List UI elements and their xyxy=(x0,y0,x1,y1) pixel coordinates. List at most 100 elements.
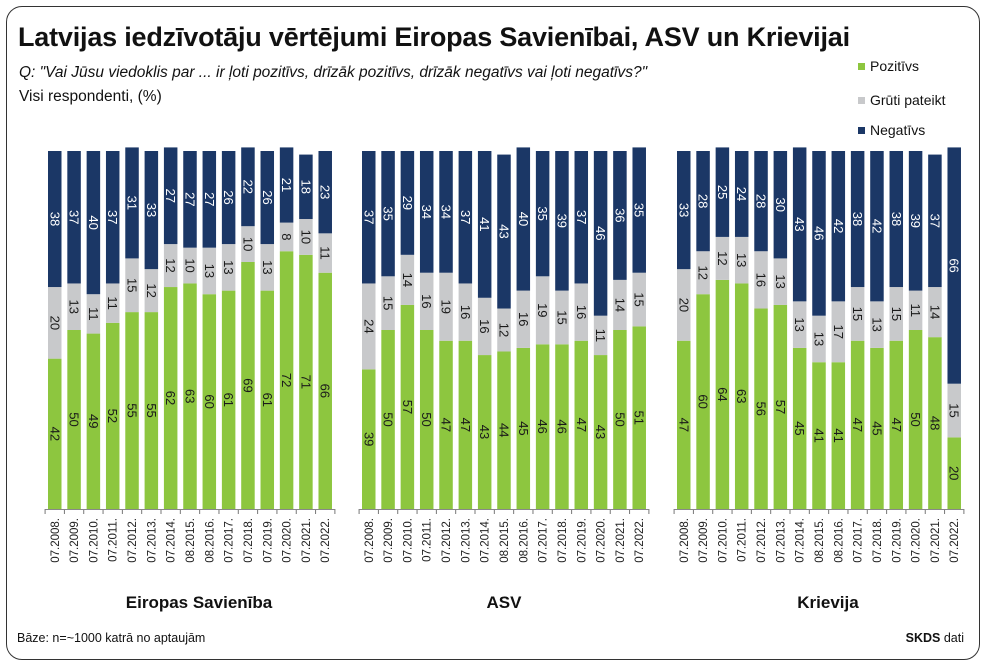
data-label-es-neutral: 10 xyxy=(298,230,313,244)
data-label-asv-negative: 37 xyxy=(458,210,473,224)
bar-segment-asv-negative xyxy=(497,154,511,309)
x-tick-label-es: 07.2012. xyxy=(127,518,139,563)
bar-segment-krievija-negative xyxy=(850,151,865,288)
bar-segment-asv-negative xyxy=(362,151,376,284)
data-label-es-negative: 40 xyxy=(86,215,101,229)
x-tick-label-es: 07.2010. xyxy=(88,518,100,563)
data-label-asv-negative: 40 xyxy=(516,212,531,226)
data-label-es-negative: 26 xyxy=(260,190,275,204)
bar-segment-es-negative xyxy=(67,151,81,284)
bar-segment-es-neutral xyxy=(144,269,159,313)
bar-segment-krievija-neutral xyxy=(792,301,807,348)
bar-segment-krievija-positive xyxy=(734,283,749,509)
data-label-asv-neutral: 19 xyxy=(535,303,550,317)
bar-segment-es-positive xyxy=(144,312,159,509)
x-tick-label-krievija: 07.2012. xyxy=(756,518,768,563)
x-tick-label-asv: 07.2013. xyxy=(460,518,472,563)
bar-segment-asv-negative xyxy=(574,151,589,284)
bar-segment-krievija-positive xyxy=(870,347,884,509)
x-tick-label-krievija: 07.2018. xyxy=(872,518,884,563)
data-label-asv-negative: 34 xyxy=(419,205,434,219)
data-label-es-neutral: 11 xyxy=(105,296,120,310)
x-tick-label-es: 07.2022. xyxy=(320,518,332,563)
bar-segment-es-negative xyxy=(260,151,275,245)
data-label-krievija-negative: 42 xyxy=(831,219,846,233)
data-label-es-negative: 31 xyxy=(125,196,140,210)
data-label-es-negative: 22 xyxy=(240,180,255,194)
data-label-asv-positive: 47 xyxy=(458,418,473,432)
data-label-asv-negative: 36 xyxy=(612,208,627,222)
x-tick-label-es: 07.2019. xyxy=(262,518,274,563)
bar-segment-krievija-neutral xyxy=(677,269,691,341)
bar-segment-krievija-positive xyxy=(677,340,691,509)
bar-segment-es-neutral xyxy=(105,283,120,323)
bar-segment-asv-negative xyxy=(535,151,550,277)
data-label-krievija-neutral: 15 xyxy=(850,307,865,321)
data-label-es-negative: 38 xyxy=(47,212,62,226)
x-tick-label-es: 07.2011. xyxy=(108,518,120,562)
legend-label-positive: Pozitīvs xyxy=(870,58,920,74)
data-label-asv-neutral: 24 xyxy=(361,319,376,333)
data-label-krievija-positive: 63 xyxy=(734,389,749,403)
data-label-asv-negative: 35 xyxy=(632,203,647,217)
data-label-asv-neutral: 19 xyxy=(439,299,454,313)
data-label-krievija-negative: 30 xyxy=(773,197,788,211)
data-label-asv-positive: 46 xyxy=(554,419,569,433)
legend-label-neutral: Grūti pateikt xyxy=(870,92,946,108)
data-label-asv-positive: 46 xyxy=(535,419,550,433)
data-label-krievija-negative: 39 xyxy=(908,214,923,228)
data-label-asv-neutral: 16 xyxy=(419,294,434,308)
bar-segment-krievija-negative xyxy=(831,151,846,302)
data-label-krievija-neutral: 16 xyxy=(754,273,769,287)
data-label-es-positive: 55 xyxy=(125,403,140,417)
bar-segment-krievija-negative xyxy=(947,147,961,384)
bar-segment-krievija-negative xyxy=(715,147,730,237)
data-label-krievija-negative: 38 xyxy=(889,212,904,226)
bar-segment-asv-neutral xyxy=(632,272,646,327)
bar-segment-es-neutral xyxy=(318,233,332,273)
data-label-asv-negative: 41 xyxy=(477,217,492,231)
bar-segment-asv-negative xyxy=(400,151,415,255)
x-tick-label-krievija: 07.2014. xyxy=(795,518,807,563)
data-label-asv-neutral: 15 xyxy=(632,292,647,306)
x-tick-label-es: 07.2017. xyxy=(224,518,236,563)
data-label-krievija-positive: 48 xyxy=(927,416,942,430)
data-label-es-neutral: 13 xyxy=(221,260,236,274)
bar-segment-asv-positive xyxy=(458,340,473,509)
data-label-asv-positive: 39 xyxy=(361,432,376,446)
bar-segment-krievija-neutral xyxy=(928,287,942,338)
bar-segment-krievija-positive xyxy=(831,362,846,509)
x-tick-label-asv: 07.2011. xyxy=(422,518,434,562)
bar-segment-asv-neutral xyxy=(439,272,453,341)
data-label-es-neutral: 11 xyxy=(318,246,333,260)
data-label-asv-positive: 51 xyxy=(632,410,647,424)
bar-segment-asv-positive xyxy=(477,355,492,509)
legend-label-negative: Negatīvs xyxy=(870,122,926,138)
bar-segment-krievija-positive xyxy=(715,279,730,509)
bar-segment-es-neutral xyxy=(67,283,81,330)
data-label-asv-positive: 43 xyxy=(477,425,492,439)
legend-item-negative: Negatīvs xyxy=(858,122,925,138)
data-label-es-positive: 72 xyxy=(279,373,294,387)
bar-segment-es-positive xyxy=(125,312,139,509)
bar-segment-krievija-negative xyxy=(677,151,691,270)
legend-swatch-positive xyxy=(858,62,865,70)
bar-segment-es-positive xyxy=(318,272,332,509)
bar-segment-krievija-neutral xyxy=(734,236,749,284)
bar-segment-asv-negative xyxy=(381,151,395,277)
bar-segment-krievija-neutral xyxy=(908,290,923,330)
bar-segment-es-positive xyxy=(221,290,236,509)
data-label-asv-neutral: 14 xyxy=(400,273,415,287)
data-label-krievija-positive: 56 xyxy=(754,402,769,416)
bar-segment-krievija-positive xyxy=(754,308,768,509)
data-label-asv-neutral: 16 xyxy=(574,305,589,319)
data-label-asv-positive: 50 xyxy=(419,412,434,426)
data-label-es-neutral: 13 xyxy=(67,299,82,313)
data-label-es-positive: 42 xyxy=(47,427,62,441)
bar-segment-krievija-neutral xyxy=(889,287,904,341)
bar-segment-asv-positive xyxy=(400,304,415,509)
x-tick-label-krievija: 07.2008. xyxy=(679,518,691,563)
data-label-es-negative: 18 xyxy=(298,180,313,194)
data-label-krievija-neutral: 13 xyxy=(792,317,807,331)
bar-segment-asv-negative xyxy=(613,151,627,280)
